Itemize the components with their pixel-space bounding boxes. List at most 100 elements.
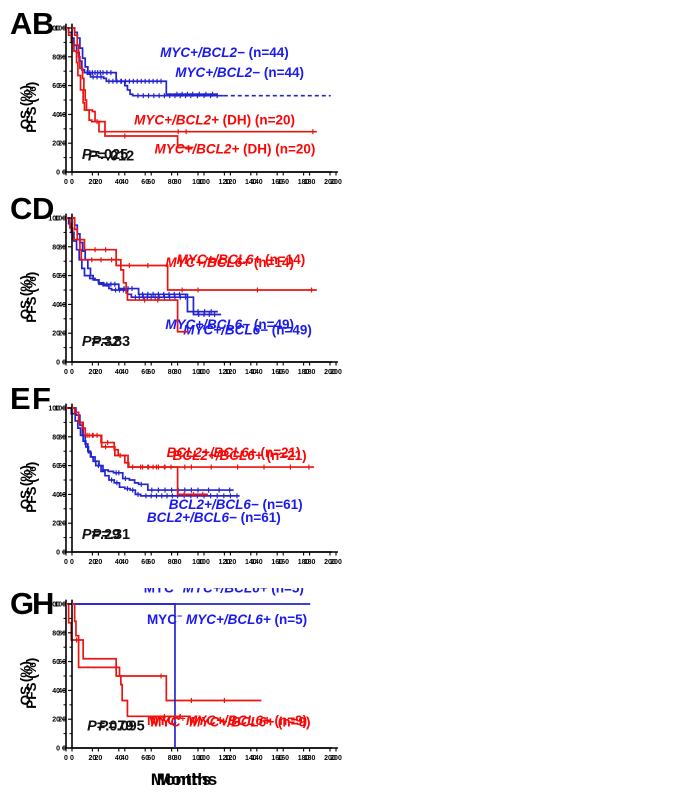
svg-text:P=.31: P=.31 [92, 527, 130, 543]
svg-text:120: 120 [225, 369, 237, 376]
svg-text:80: 80 [58, 54, 66, 61]
svg-text:80: 80 [58, 630, 66, 637]
svg-text:200: 200 [330, 755, 342, 762]
svg-text:60: 60 [147, 755, 155, 762]
svg-text:120: 120 [225, 755, 237, 762]
svg-text:80: 80 [174, 369, 182, 376]
svg-text:100: 100 [192, 369, 204, 376]
svg-text:PFS (%): PFS (%) [26, 82, 39, 133]
svg-text:40: 40 [121, 755, 129, 762]
svg-text:20: 20 [58, 717, 66, 724]
svg-text:20: 20 [52, 141, 60, 148]
svg-text:100: 100 [198, 179, 210, 186]
svg-text:MYC+/BCL2− (n=44): MYC+/BCL2− (n=44) [175, 65, 304, 80]
svg-text:80: 80 [52, 630, 60, 637]
svg-text:OS (%): OS (%) [20, 661, 33, 705]
svg-text:20: 20 [89, 559, 97, 566]
svg-text:200: 200 [330, 559, 342, 566]
svg-text:40: 40 [121, 559, 129, 566]
svg-text:40: 40 [115, 179, 123, 186]
svg-text:BCL2+/BCL6+ (n=21): BCL2+/BCL6+ (n=21) [173, 448, 307, 463]
panel-b-pfs-myc-bcl2: B 0 20 40 60 80 100 0 20 40 60 80 100 120 140 160 180 20… [0, 0, 350, 190]
svg-text:120: 120 [219, 369, 231, 376]
svg-text:PFS (%): PFS (%) [26, 272, 39, 323]
svg-text:160: 160 [271, 755, 283, 762]
svg-text:MYC+/BCL6+ (n=14): MYC+/BCL6+ (n=14) [177, 252, 306, 267]
svg-text:0: 0 [56, 550, 60, 557]
svg-text:20: 20 [95, 755, 103, 762]
svg-text:60: 60 [147, 559, 155, 566]
svg-text:160: 160 [271, 559, 283, 566]
svg-text:P=.29: P=.29 [82, 527, 120, 543]
svg-text:MYC− MYC+/BCL6+ (n=5): MYC− MYC+/BCL6+ (n=5) [147, 611, 307, 627]
svg-text:40: 40 [115, 369, 123, 376]
svg-text:20: 20 [89, 179, 97, 186]
panel-letter-f: F [32, 381, 51, 416]
svg-text:100: 100 [48, 216, 60, 223]
svg-text:140: 140 [245, 559, 257, 566]
svg-text:0: 0 [56, 746, 60, 753]
svg-text:0: 0 [70, 755, 74, 762]
x-axis-label-months: Months [156, 770, 218, 789]
panel-letter-h: H [32, 586, 55, 621]
svg-text:80: 80 [52, 244, 60, 251]
svg-text:40: 40 [58, 688, 66, 695]
svg-text:20: 20 [58, 141, 66, 148]
svg-text:100: 100 [198, 755, 210, 762]
svg-text:20: 20 [89, 755, 97, 762]
svg-text:40: 40 [52, 492, 60, 499]
svg-text:140: 140 [245, 179, 257, 186]
svg-text:120: 120 [219, 559, 231, 566]
svg-text:200: 200 [324, 559, 336, 566]
svg-text:20: 20 [89, 369, 97, 376]
svg-text:20: 20 [95, 559, 103, 566]
svg-text:120: 120 [225, 559, 237, 566]
svg-text:20: 20 [95, 179, 103, 186]
panel-letter-c: C [10, 191, 33, 226]
svg-text:40: 40 [115, 559, 123, 566]
svg-text:60: 60 [141, 559, 149, 566]
svg-text:140: 140 [245, 755, 257, 762]
svg-text:80: 80 [168, 179, 176, 186]
svg-text:80: 80 [52, 434, 60, 441]
svg-text:OS (%): OS (%) [20, 465, 33, 509]
svg-text:60: 60 [52, 659, 60, 666]
svg-text:200: 200 [324, 369, 336, 376]
svg-text:80: 80 [168, 369, 176, 376]
svg-text:140: 140 [251, 369, 263, 376]
svg-text:0: 0 [56, 360, 60, 367]
svg-text:120: 120 [225, 179, 237, 186]
panel-a-os-myc-bcl2: A 0 20 40 60 80 100 0 20 40 60 80 100 120 140 160 180 20… [0, 0, 350, 190]
svg-text:60: 60 [58, 463, 66, 470]
svg-text:100: 100 [192, 559, 204, 566]
svg-text:60: 60 [141, 755, 149, 762]
svg-text:200: 200 [324, 179, 336, 186]
svg-text:MYC+/BCL6− (n=49): MYC+/BCL6− (n=49) [183, 323, 312, 338]
svg-text:0: 0 [64, 559, 68, 566]
x-axis-label-months: Months [150, 770, 212, 789]
svg-text:160: 160 [277, 755, 289, 762]
svg-text:100: 100 [192, 179, 204, 186]
svg-text:60: 60 [52, 83, 60, 90]
svg-text:100: 100 [198, 369, 210, 376]
svg-text:MYC− MYC+/BCL6+ (n=5): MYC− MYC+/BCL6+ (n=5) [144, 588, 304, 595]
svg-text:40: 40 [58, 492, 66, 499]
svg-text:180: 180 [304, 559, 316, 566]
svg-text:180: 180 [298, 369, 310, 376]
svg-text:40: 40 [58, 302, 66, 309]
svg-text:0: 0 [62, 746, 66, 753]
svg-text:180: 180 [298, 755, 310, 762]
svg-text:200: 200 [330, 179, 342, 186]
svg-text:0: 0 [70, 179, 74, 186]
svg-text:40: 40 [115, 755, 123, 762]
svg-text:MYC+/BCL2+ (DH) (n=20): MYC+/BCL2+ (DH) (n=20) [154, 141, 315, 156]
svg-text:40: 40 [58, 112, 66, 119]
svg-text:80: 80 [168, 559, 176, 566]
svg-text:180: 180 [298, 559, 310, 566]
svg-text:MYC+/BCL6+ (n=14): MYC+/BCL6+ (n=14) [165, 255, 294, 270]
panel-letter-d: D [32, 191, 55, 226]
